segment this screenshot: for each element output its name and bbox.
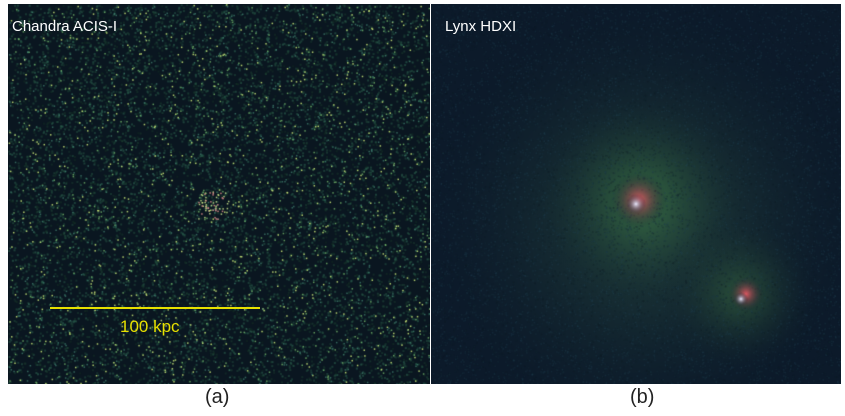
panel-title-lynx: Lynx HDXI [445,18,517,35]
panel-lynx: Lynx HDXI [431,4,841,384]
panel-title-chandra: Chandra ACIS-I [12,18,118,35]
scale-bar-label: 100 kpc [120,317,180,336]
caption-b: (b) [630,386,655,408]
panel-chandra: Chandra ACIS-I 100 kpc [8,4,430,384]
lynx-image [431,4,841,384]
chandra-image [8,4,430,384]
scale-bar [50,307,260,309]
caption-a: (a) [205,386,230,408]
